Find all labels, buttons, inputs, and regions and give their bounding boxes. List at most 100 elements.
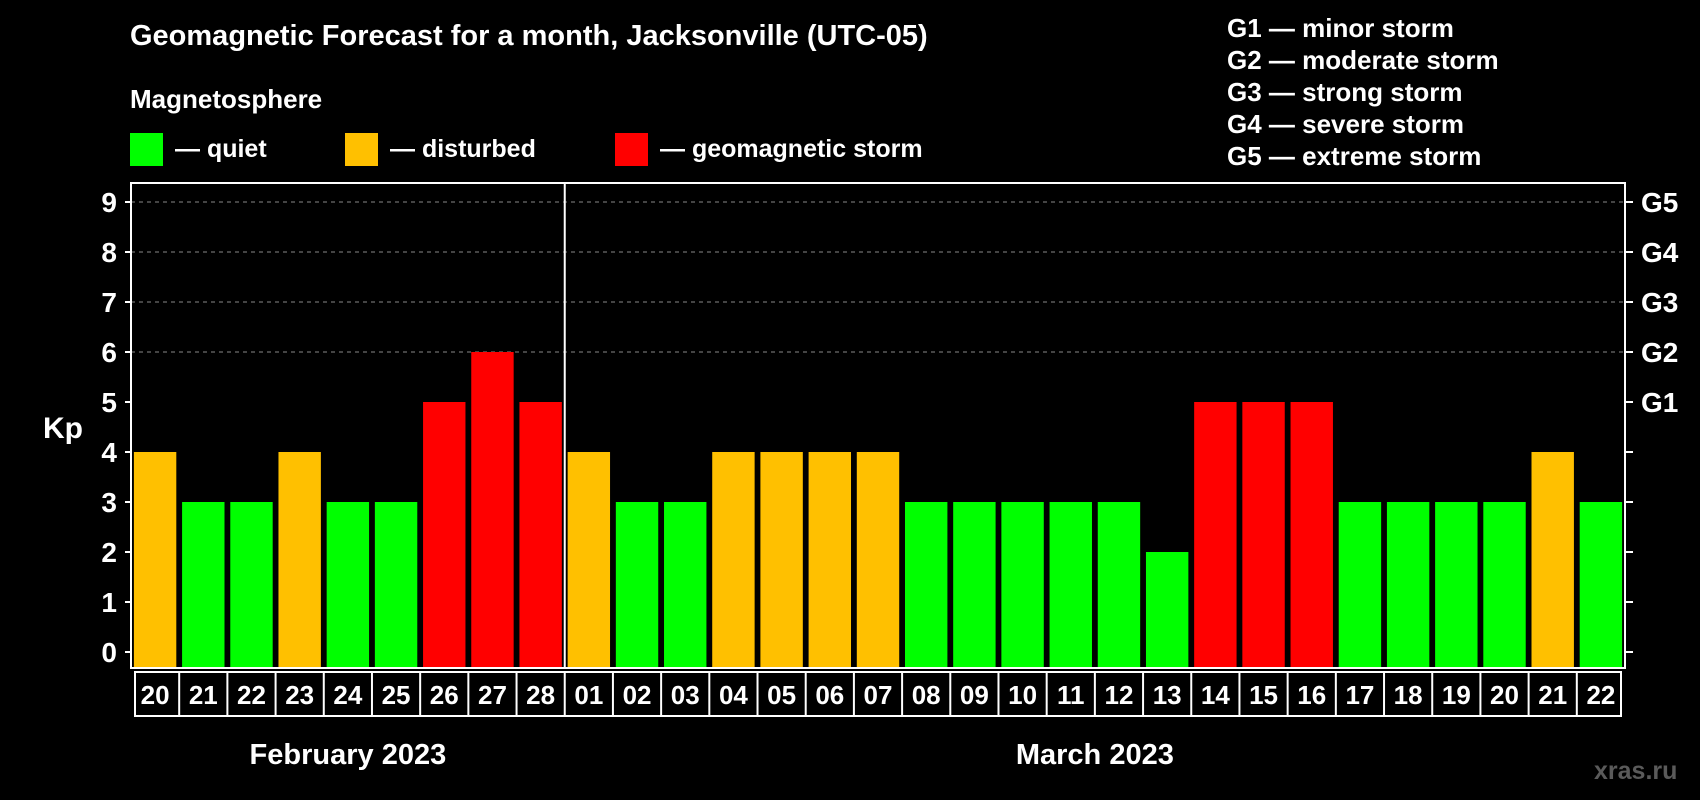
bar: [423, 402, 466, 668]
date-label: 25: [382, 680, 411, 710]
date-label: 06: [815, 680, 844, 710]
y-tick-label: 1: [101, 587, 117, 618]
bar: [567, 452, 611, 668]
date-label: 08: [912, 680, 941, 710]
date-label: 20: [1490, 680, 1519, 710]
g-scale-label: G4: [1641, 237, 1679, 268]
legend-title: Magnetosphere: [130, 84, 323, 114]
storm-scale-g1: G1 — minor storm: [1227, 13, 1454, 43]
y-tick-label: 6: [101, 337, 117, 368]
y-tick-label: 7: [101, 287, 117, 318]
date-label: 28: [526, 680, 555, 710]
date-label: 11: [1057, 680, 1085, 710]
bar: [953, 502, 996, 668]
date-label: 16: [1297, 680, 1326, 710]
date-label: 15: [1249, 680, 1278, 710]
bar: [230, 502, 273, 668]
date-label: 18: [1394, 680, 1423, 710]
date-label: 03: [671, 680, 700, 710]
watermark: xras.ru: [1594, 757, 1678, 785]
bar: [1242, 402, 1285, 668]
bar: [808, 452, 852, 668]
date-label: 21: [1538, 680, 1567, 710]
g-scale-label: G5: [1641, 187, 1678, 218]
plot-border: [130, 182, 1626, 669]
date-label: 09: [960, 680, 989, 710]
legend-label-disturbed: — disturbed: [390, 135, 536, 163]
legend-label-storm: — geomagnetic storm: [660, 135, 923, 163]
date-label: 22: [237, 680, 266, 710]
bar: [615, 502, 659, 668]
date-label: 12: [1105, 680, 1134, 710]
bar: [712, 452, 755, 668]
legend-label-quiet: — quiet: [175, 135, 267, 163]
legend-swatch-disturbed: [345, 133, 378, 166]
bar: [519, 402, 562, 668]
legend-item-storm: — geomagnetic storm: [615, 133, 923, 166]
bar: [1435, 502, 1478, 668]
y-tick-label: 9: [101, 187, 117, 218]
y-axis-label: Kp: [43, 412, 83, 445]
bar: [182, 502, 225, 668]
legend-swatch-quiet: [130, 133, 163, 166]
bar: [1001, 502, 1044, 668]
bar: [1097, 502, 1141, 668]
storm-scale-g4: G4 — severe storm: [1227, 109, 1465, 139]
storm-scale-g5: G5 — extreme storm: [1227, 141, 1482, 171]
storm-scale-g2: G2 — moderate storm: [1227, 45, 1499, 75]
y-tick-label: 8: [101, 237, 117, 268]
date-label: 17: [1345, 680, 1374, 710]
date-label: 21: [189, 680, 218, 710]
bar: [760, 452, 803, 668]
date-label: 02: [623, 680, 652, 710]
y-tick-label: 0: [101, 637, 117, 668]
chart-title: Geomagnetic Forecast for a month, Jackso…: [130, 20, 928, 52]
date-label: 04: [719, 680, 748, 710]
date-label: 26: [430, 680, 459, 710]
date-label: 27: [478, 680, 507, 710]
bar: [1049, 502, 1092, 668]
bar: [278, 452, 321, 668]
bar: [1483, 502, 1526, 668]
y-tick-label: 4: [101, 437, 117, 468]
bar: [664, 502, 707, 668]
y-tick-label: 2: [101, 537, 117, 568]
date-label: 07: [864, 680, 893, 710]
storm-scale-legend: G1 — minor storm G2 — moderate storm G3 …: [1227, 12, 1499, 172]
bar: [374, 502, 418, 668]
month-label: February 2023: [250, 739, 447, 771]
bar: [133, 452, 177, 668]
g-scale-label: G2: [1641, 337, 1678, 368]
bar: [856, 452, 900, 668]
g-scale-label: G1: [1641, 387, 1678, 418]
date-label: 24: [333, 680, 362, 710]
bar: [1386, 502, 1430, 668]
bar: [471, 352, 514, 668]
storm-scale-g3: G3 — strong storm: [1227, 77, 1463, 107]
bar: [904, 502, 948, 668]
date-label: 19: [1442, 680, 1471, 710]
month-label: March 2023: [1016, 739, 1174, 771]
date-label: 13: [1153, 680, 1182, 710]
bar: [1145, 552, 1189, 668]
date-label: 14: [1201, 680, 1230, 710]
bar: [326, 502, 370, 668]
date-label: 01: [574, 680, 603, 710]
legend-item-disturbed: — disturbed: [345, 133, 536, 166]
legend-item-quiet: — quiet: [130, 133, 267, 166]
bar: [1290, 402, 1333, 668]
bar: [1338, 502, 1382, 668]
date-label: 05: [767, 680, 796, 710]
y-tick-label: 3: [101, 487, 117, 518]
bar: [1579, 502, 1623, 668]
date-row-border: [134, 671, 1622, 717]
g-scale-label: G3: [1641, 287, 1678, 318]
date-label: 22: [1586, 680, 1615, 710]
bar: [1194, 402, 1237, 668]
date-label: 10: [1008, 680, 1037, 710]
y-tick-label: 5: [101, 387, 117, 418]
legend-swatch-storm: [615, 133, 648, 166]
date-label: 23: [285, 680, 314, 710]
date-label: 20: [141, 680, 170, 710]
